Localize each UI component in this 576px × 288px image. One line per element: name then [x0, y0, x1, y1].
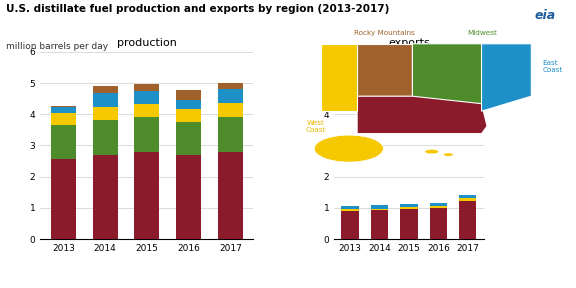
Bar: [176, 122, 201, 155]
Bar: [51, 125, 76, 160]
Bar: [371, 209, 388, 210]
Bar: [93, 155, 118, 239]
Bar: [134, 91, 160, 104]
Text: Gulf Coast: Gulf Coast: [422, 113, 458, 119]
Bar: [218, 83, 243, 89]
Polygon shape: [357, 96, 487, 134]
Bar: [218, 118, 243, 152]
Polygon shape: [412, 44, 487, 104]
Bar: [430, 203, 447, 206]
Bar: [459, 198, 476, 201]
Bar: [93, 93, 118, 107]
Bar: [218, 152, 243, 239]
Text: West
Coast: West Coast: [305, 120, 326, 133]
Text: U.S. distillate fuel production and exports by region (2013-2017): U.S. distillate fuel production and expo…: [6, 4, 389, 14]
Bar: [93, 86, 118, 93]
Text: eia: eia: [535, 9, 556, 22]
Bar: [93, 120, 118, 155]
Title: exports: exports: [388, 38, 430, 48]
Text: East
Coast: East Coast: [543, 60, 563, 73]
Bar: [218, 89, 243, 103]
Bar: [400, 204, 418, 207]
Bar: [400, 209, 418, 239]
Bar: [218, 103, 243, 118]
Bar: [176, 100, 201, 109]
Text: million barrels per day: million barrels per day: [6, 42, 108, 51]
Bar: [430, 208, 447, 239]
Bar: [176, 155, 201, 239]
Bar: [342, 206, 359, 209]
Bar: [51, 107, 76, 113]
Bar: [134, 152, 160, 239]
Bar: [430, 206, 447, 208]
Bar: [459, 201, 476, 239]
Polygon shape: [357, 44, 412, 96]
Bar: [342, 209, 359, 211]
Bar: [134, 104, 160, 118]
Polygon shape: [482, 44, 531, 111]
Bar: [371, 210, 388, 239]
Bar: [176, 109, 201, 122]
Bar: [459, 195, 476, 198]
Bar: [51, 160, 76, 239]
Bar: [51, 113, 76, 125]
Text: Midwest: Midwest: [468, 30, 498, 36]
Bar: [176, 90, 201, 100]
Bar: [134, 118, 160, 152]
Bar: [51, 106, 76, 107]
Ellipse shape: [444, 153, 453, 156]
Bar: [342, 211, 359, 239]
Bar: [400, 207, 418, 209]
Ellipse shape: [425, 149, 439, 154]
Title: production: production: [117, 38, 177, 48]
Text: Rocky Mountains: Rocky Mountains: [354, 30, 415, 36]
Ellipse shape: [314, 135, 384, 162]
Bar: [134, 84, 160, 91]
Polygon shape: [321, 44, 357, 111]
Bar: [93, 107, 118, 120]
Bar: [371, 205, 388, 209]
